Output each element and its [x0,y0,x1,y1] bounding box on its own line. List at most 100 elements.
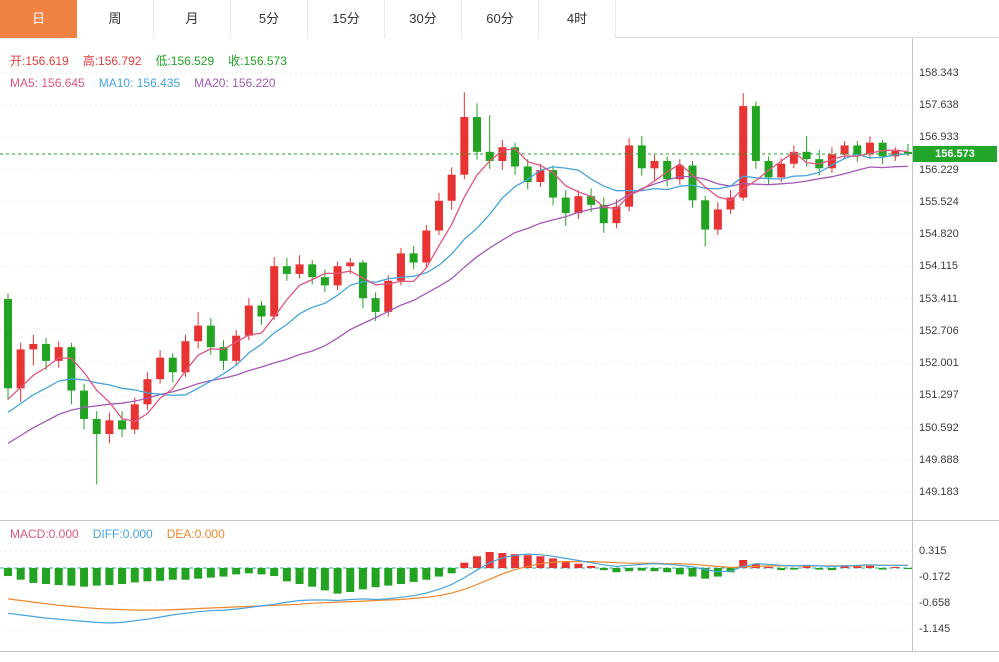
candle-body [612,206,621,224]
macd-hist-bar [371,568,380,588]
ma-readout: MA5: 156.645 MA10: 156.435 MA20: 156.220 [10,76,290,90]
candle-body [194,325,203,342]
candle-body [574,196,583,214]
macd-hist-bar [295,568,304,585]
tab-month[interactable]: 月 [154,0,231,38]
macd-hist-bar [29,568,38,583]
candle-body [536,170,545,183]
candle-body [409,253,418,263]
macd-hist-bar [4,568,12,577]
price-axis-tick: 154.115 [919,260,958,273]
macd-axis-tick: -0.658 [919,597,951,610]
price-axis-tick: 153.411 [919,292,958,305]
ma20-readout: MA20: 156.220 [194,76,276,90]
candle-body [4,299,12,389]
macd-hist-bar [663,568,672,573]
candle-body [637,145,646,169]
macd-axis-tick: 0.315 [919,545,947,558]
candle-body [511,147,520,167]
ma5-line [7,148,909,423]
tab-15min[interactable]: 15分 [308,0,385,38]
tab-60min[interactable]: 60分 [462,0,539,38]
ma10-line [7,153,909,413]
candle-body [675,165,684,180]
macd-hist-bar [282,568,291,582]
candle-body [739,106,748,198]
low-readout: 低:156.529 [155,54,215,68]
macd-hist-bar [54,568,63,586]
macd-hist-bar [181,568,190,580]
tab-4hour[interactable]: 4时 [539,0,616,38]
macd-hist-bar [561,561,570,568]
tab-30min[interactable]: 30分 [385,0,462,38]
macd-hist-bar [739,559,748,568]
candle-body [308,264,317,278]
candle-body [16,349,25,389]
tab-5min[interactable]: 5分 [231,0,308,38]
candle-body [422,230,431,263]
macd-hist-bar [130,568,139,583]
macd-hist-bar [599,568,608,571]
macd-hist-bar [549,558,558,568]
tab-week[interactable]: 周 [77,0,154,38]
candle-body [54,347,63,361]
candle-body [904,151,912,154]
price-axis-tick: 149.888 [919,453,959,466]
timeframe-toolbar: 日周月 5分 15分 30分 60分 4时 [0,0,999,38]
macd-hist-bar [42,568,51,585]
macd-hist-bar [409,568,418,582]
macd-hist-bar [523,555,532,568]
candle-body [473,117,482,152]
macd-hist-bar [473,556,482,568]
macd-hist-bar [891,566,900,568]
candle-body [802,151,811,160]
macd-hist-bar [904,568,912,570]
macd-hist-bar [777,568,786,571]
macd-hist-bar [574,563,583,568]
macd-hist-bar [650,568,659,572]
macd-hist-bar [688,568,697,577]
candle-body [371,298,380,312]
macd-hist-bar [384,568,393,586]
macd-hist-bar [789,568,798,570]
candle-body [751,106,760,161]
candle-body [434,200,443,231]
candle-body [92,418,101,435]
tab-day[interactable]: 日 [0,0,77,38]
candle-body [447,174,456,201]
price-axis-tick: 155.524 [919,195,959,208]
macd-hist-bar [80,568,89,587]
macd-hist-bar [815,568,824,570]
macd-hist-bar [358,568,367,590]
macd-hist-bar [346,568,355,593]
candle-body [827,154,836,169]
macd-hist-bar [92,568,101,586]
diff-line [7,553,908,624]
macd-readout: MACD:0.000 DIFF:0.000 DEA:0.000 [10,527,239,541]
candle-body [346,262,355,267]
macd-hist-bar [168,568,177,580]
candle-body [181,341,190,373]
macd-hist-bar [802,566,811,568]
candle-body [29,343,38,350]
macd-hist-bar [511,554,520,568]
candle-body [587,196,596,205]
macd-hist-bar [308,568,317,587]
price-axis-tick: 156.229 [919,163,959,176]
candle-body [878,142,887,157]
macd-hist-bar [16,568,25,580]
price-axis-tick: 149.183 [919,486,959,498]
ma20-line [7,165,909,444]
last-price-label: 156.573 [913,145,997,162]
price-axis-tick: 157.638 [919,99,959,112]
macd-hist-bar [422,568,431,580]
candle-body [244,305,253,336]
candle-body [625,145,634,207]
candle-body [650,160,659,169]
dea-line [7,560,908,611]
candle-body [663,160,672,180]
ma5-readout: MA5: 156.645 [10,76,85,90]
macd-hist-bar [434,568,443,577]
price-axis-tick: 158.343 [919,67,959,79]
